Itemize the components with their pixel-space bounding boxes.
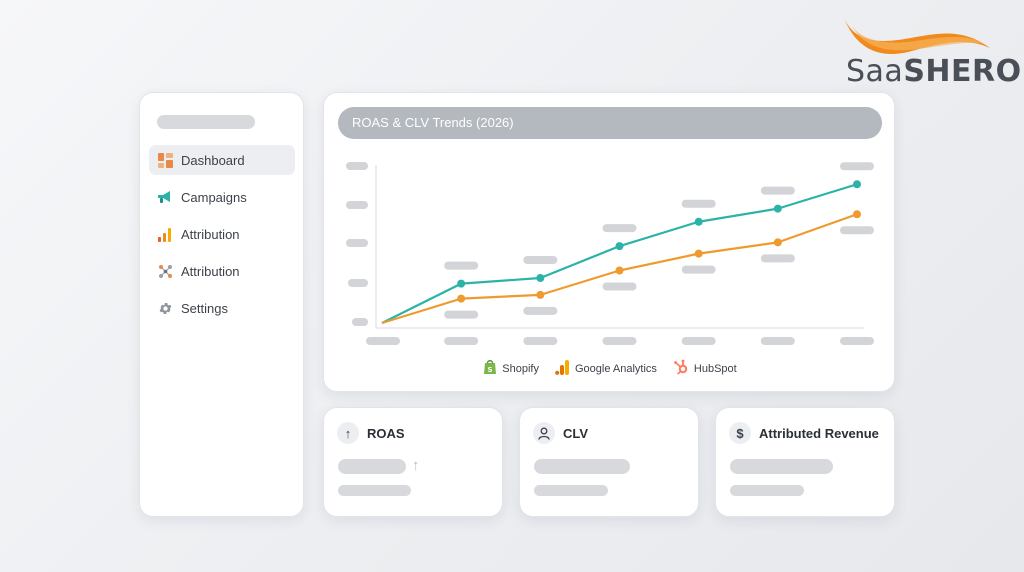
data-label-placeholder [760, 186, 795, 195]
user-icon [533, 422, 555, 444]
data-label-placeholder [444, 261, 479, 270]
sidebar-item-label: Campaigns [181, 189, 247, 205]
x-tick-label-placeholder [444, 337, 479, 345]
y-tick-label-placeholder [346, 201, 368, 209]
sidebar-item-attribution-network[interactable]: Attribution [149, 256, 295, 286]
legend-label: HubSpot [693, 362, 737, 375]
data-point [694, 217, 703, 226]
y-tick-label-placeholder [346, 162, 368, 170]
trend-chart-card: ROAS & CLV Trends (2026) S Shopify Googl… [323, 92, 895, 392]
data-point [853, 210, 861, 219]
dollar-icon: $ [729, 422, 751, 444]
x-tick-label-placeholder [840, 337, 874, 345]
chart-legend: S Shopify Google Analytics HubSpot [324, 359, 896, 378]
data-label-placeholder [681, 199, 716, 208]
data-label-placeholder [523, 256, 558, 264]
sidebar-item-label: Dashboard [181, 152, 245, 168]
data-point [853, 180, 861, 189]
kpi-card-attributed-revenue[interactable]: $ Attributed Revenue [715, 407, 895, 517]
data-label-placeholder [840, 162, 874, 171]
data-label-placeholder [840, 226, 874, 235]
data-label-placeholder [681, 265, 716, 274]
data-point [536, 290, 545, 299]
data-point [536, 274, 545, 282]
legend-item-shopify[interactable]: S Shopify [483, 359, 539, 378]
sidebar-item-campaigns[interactable]: Campaigns [149, 182, 295, 212]
logo-wordmark: SaaSHERO [846, 54, 1022, 89]
kpi-value-placeholder [534, 459, 630, 474]
x-tick-label-placeholder [681, 337, 716, 345]
svg-text:S: S [488, 366, 493, 374]
sidebar: Dashboard Campaigns Attribution Attribut… [139, 92, 304, 517]
kpi-subtext-placeholder [534, 485, 608, 496]
arrow-up-icon: ↑ [337, 422, 359, 444]
data-point [773, 238, 782, 247]
gear-icon [157, 300, 173, 316]
sidebar-nav: Dashboard Campaigns Attribution Attribut… [149, 145, 295, 330]
legend-item-google-analytics[interactable]: Google Analytics [555, 359, 657, 378]
logo-swoosh-icon [844, 18, 990, 55]
data-label-placeholder [760, 254, 795, 263]
sidebar-item-attribution[interactable]: Attribution [149, 219, 295, 249]
data-point [457, 279, 466, 288]
legend-label: Shopify [502, 362, 539, 375]
data-label-placeholder [523, 306, 558, 315]
trend-chart [346, 162, 874, 345]
bar-chart-icon [157, 226, 173, 242]
data-point [694, 249, 703, 258]
google-analytics-icon [555, 359, 570, 378]
sidebar-header-placeholder [157, 115, 255, 129]
kpi-value-placeholder [338, 459, 406, 474]
network-nodes-icon [157, 263, 173, 279]
data-label-placeholder [602, 224, 637, 233]
y-tick-label-placeholder [348, 279, 368, 287]
megaphone-icon [157, 189, 173, 205]
hubspot-sprocket-icon [673, 359, 689, 378]
shopify-bag-icon: S [483, 359, 497, 378]
data-point [615, 242, 624, 251]
data-point [773, 204, 782, 213]
y-tick-label-placeholder [346, 239, 368, 247]
y-tick-label-placeholder [352, 318, 368, 326]
sidebar-item-label: Attribution [181, 226, 240, 242]
trend-up-icon: ↑ [412, 457, 420, 474]
x-tick-label-placeholder [602, 337, 637, 345]
sidebar-item-dashboard[interactable]: Dashboard [149, 145, 295, 175]
kpi-label: CLV [563, 425, 589, 441]
kpi-label: ROAS [367, 425, 405, 441]
sidebar-item-label: Settings [181, 300, 228, 316]
sidebar-item-settings[interactable]: Settings [149, 293, 295, 323]
kpi-card-clv[interactable]: CLV [519, 407, 699, 517]
chart-title: ROAS & CLV Trends (2026) [338, 107, 882, 139]
x-tick-label-placeholder [523, 337, 558, 345]
legend-item-hubspot[interactable]: HubSpot [673, 359, 737, 378]
x-tick-label-placeholder [366, 337, 400, 345]
saashero-logo: SaaSHERO [838, 14, 1021, 89]
data-label-placeholder [444, 310, 479, 319]
sidebar-item-label: Attribution [181, 263, 240, 279]
data-point [615, 266, 624, 275]
data-point [457, 294, 466, 303]
dashboard-grid-icon [157, 152, 173, 168]
kpi-subtext-placeholder [338, 485, 411, 496]
legend-label: Google Analytics [574, 362, 657, 375]
kpi-label: Attributed Revenue [759, 425, 879, 441]
kpi-value-placeholder [730, 459, 833, 474]
data-label-placeholder [602, 282, 637, 291]
kpi-card-roas[interactable]: ↑ ROAS ↑ [323, 407, 503, 517]
x-tick-label-placeholder [760, 337, 795, 345]
kpi-subtext-placeholder [730, 485, 804, 496]
